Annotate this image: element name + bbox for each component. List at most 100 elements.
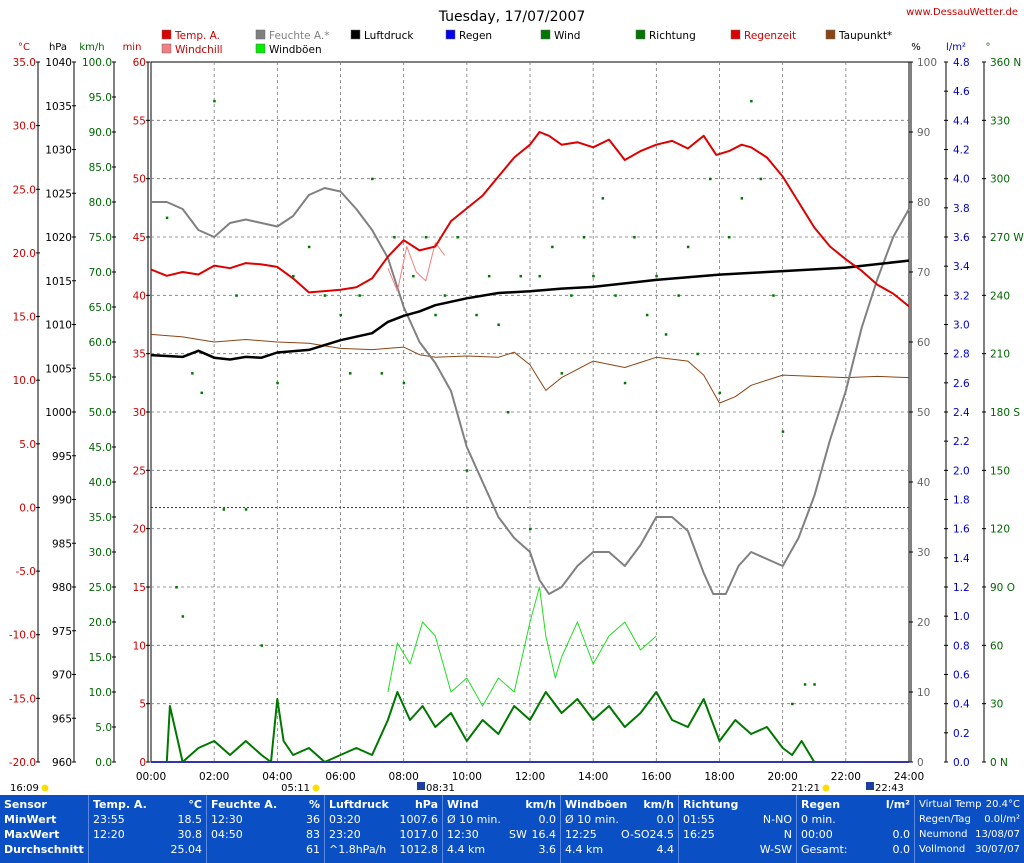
press-tick-15: 965 — [52, 713, 72, 725]
direction-point-40 — [614, 294, 617, 297]
rain-tick-14: 2.0 — [953, 465, 970, 477]
stats-col-wind: Wind km/h Ø 10 min. 0.0 12:30 SW 16.4 4.4 km… — [442, 795, 560, 863]
dir-tick-0: 360 N — [990, 57, 1021, 69]
legend-swatch-4 — [350, 29, 361, 40]
hum-min-value: 36 — [306, 813, 320, 826]
legend-label-4: Luftdruck — [364, 30, 414, 42]
press-max-value: 1017.0 — [399, 828, 439, 841]
rain-unit: l/m² — [885, 798, 910, 811]
direction-point-57 — [791, 702, 794, 706]
direction-point-24 — [443, 294, 447, 297]
sun-icon-left — [41, 784, 49, 792]
wind-tick-18: 10.0 — [89, 687, 112, 699]
legend-label-0: Temp. A. — [174, 30, 220, 42]
dir-tick-2: 300 — [990, 174, 1010, 186]
press-tick-12: 980 — [52, 582, 72, 594]
direction-point-21 — [412, 274, 415, 278]
rain-tick-20: 0.8 — [953, 640, 970, 652]
direction-point-35 — [560, 372, 564, 375]
min-tick-6: 30 — [133, 407, 146, 419]
rain-total-label: Gesamt: — [801, 843, 848, 856]
temp-tick-3: 20.0 — [13, 248, 36, 260]
temp-tick-5: 10.0 — [13, 375, 36, 387]
stats-col-direction: Richtung 01:55 N-NO 16:25 N W-SW — [678, 795, 796, 863]
x-tick-1: 02:00 — [199, 771, 229, 783]
gust-min-time: Ø 10 min. — [565, 813, 619, 826]
x-tick-9: 18:00 — [704, 771, 734, 783]
legend-label-5: Regen — [459, 30, 492, 42]
gust-max-dir: O-SO — [621, 828, 650, 841]
rain-tick-10: 2.8 — [953, 349, 970, 361]
rain-day-value: 0.0l/m² — [984, 814, 1020, 825]
wind-title: Wind — [447, 798, 479, 811]
stats-panel: Sensor MinWert MaxWert Durchschnitt Temp… — [0, 795, 1024, 863]
stats-col-sensor: Sensor MinWert MaxWert Durchschnitt — [0, 795, 88, 863]
x-tick-5: 10:00 — [452, 771, 482, 783]
direction-point-26 — [465, 469, 469, 472]
direction-point-17 — [371, 177, 374, 181]
rain-duration: 0 min. — [801, 813, 836, 826]
dir-tick-7: 150 — [990, 465, 1010, 477]
legend-label-2: Feuchte A.* — [269, 30, 330, 42]
direction-point-58 — [803, 683, 807, 686]
newmoon-label: Neumond — [919, 829, 968, 840]
direction-point-34 — [551, 245, 554, 249]
temp-title: Temp. A. — [93, 798, 147, 811]
dir-tick-10: 60 — [990, 640, 1003, 652]
unit-hum: % — [911, 42, 921, 53]
direction-point-36 — [570, 294, 573, 297]
legend-label-7: Richtung — [649, 30, 696, 42]
wind-tick-4: 80.0 — [89, 197, 112, 209]
wind-min-value: 0.0 — [538, 813, 557, 826]
min-tick-1: 55 — [133, 115, 146, 127]
wind-tick-20: 0.0 — [95, 757, 112, 769]
press-tick-13: 975 — [52, 626, 72, 638]
gust-distance: 4.4 km — [565, 843, 604, 856]
dir-min-value: N-NO — [762, 813, 792, 826]
direction-point-15 — [349, 372, 352, 375]
wind-tick-16: 20.0 — [89, 617, 112, 629]
temp-tick-7: 0.0 — [19, 502, 36, 514]
direction-point-32 — [529, 527, 532, 531]
moonset-time: 22:43 — [875, 783, 904, 794]
wind-min-time: Ø 10 min. — [447, 813, 501, 826]
temp-max-time: 12:20 — [93, 828, 125, 841]
press-tick-14: 970 — [52, 670, 72, 682]
dir-tick-6: 180 S — [990, 407, 1020, 419]
direction-point-19 — [393, 236, 396, 239]
legend-swatch-0 — [161, 29, 172, 40]
gust-min-value: 0.0 — [656, 813, 675, 826]
axis-unit-labels: °C hPa km/h min % l/m² ° — [18, 42, 990, 53]
wind-avg-value: 3.6 — [538, 843, 557, 856]
temp-tick-6: 5.0 — [19, 439, 36, 451]
direction-point-44 — [655, 274, 658, 278]
sunrise-time: 05:11 — [281, 783, 310, 794]
hum-min-time: 12:30 — [211, 813, 243, 826]
site-link[interactable]: www.DessauWetter.de — [906, 7, 1018, 18]
dir-avg-value: W-SW — [759, 843, 792, 856]
gust-avg-value: 4.4 — [656, 843, 675, 856]
direction-point-42 — [633, 236, 636, 239]
press-avg-value: 1012.8 — [399, 843, 439, 856]
stats-col-temp: Temp. A. °C 23:55 18.5 12:20 30.8 25.04 — [88, 795, 206, 863]
series-wind — [151, 691, 909, 763]
rain-day-label: Regen/Tag — [919, 814, 971, 825]
direction-point-38 — [592, 274, 595, 278]
press-tick-9: 995 — [52, 451, 72, 463]
wind-tick-11: 45.0 — [89, 442, 112, 454]
rain-tick-7: 3.4 — [953, 261, 970, 273]
direction-point-45 — [664, 333, 668, 336]
wind-tick-10: 50.0 — [89, 407, 112, 419]
min-tick-2: 50 — [133, 174, 146, 186]
stats-avg-label: Durchschnitt — [4, 843, 84, 856]
unit-temp: °C — [18, 42, 30, 53]
min-tick-0: 60 — [133, 57, 146, 69]
temp-max-value: 30.8 — [177, 828, 203, 841]
temp-tick-1: 30.0 — [13, 121, 36, 133]
legend-item-2: Feuchte A.* — [255, 29, 330, 42]
temp-tick-9: -10.0 — [9, 630, 36, 642]
legend-swatch-9 — [825, 29, 836, 40]
temp-tick-0: 35.0 — [13, 57, 36, 69]
x-tick-7: 14:00 — [578, 771, 608, 783]
stats-sensor-title: Sensor — [4, 798, 47, 811]
